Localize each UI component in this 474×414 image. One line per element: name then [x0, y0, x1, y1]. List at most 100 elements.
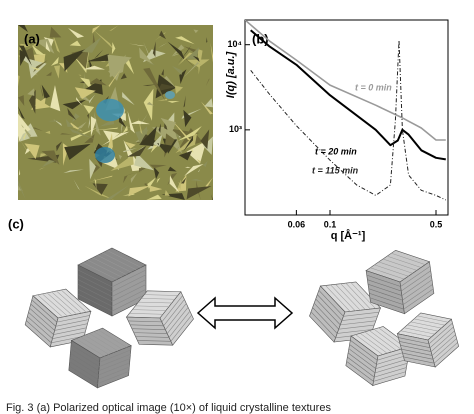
stripe [335, 284, 361, 311]
crystal [139, 126, 157, 147]
stripe [60, 289, 87, 313]
stripe [82, 262, 117, 280]
stripe [130, 324, 164, 327]
stripe [132, 309, 166, 311]
stripe [28, 312, 54, 335]
crystal [128, 185, 151, 197]
stripe [400, 345, 432, 352]
crystal [45, 71, 52, 76]
crystal [150, 145, 158, 153]
stripe [161, 295, 183, 323]
crystal [159, 30, 167, 40]
crystal [111, 42, 116, 55]
stripe [337, 329, 373, 334]
stripe [98, 329, 127, 348]
crystal [31, 45, 45, 56]
cube [68, 327, 132, 389]
stripe [53, 327, 87, 335]
stripe [310, 311, 336, 338]
stripe [144, 294, 178, 296]
stripe [429, 326, 454, 348]
stripe [360, 333, 388, 354]
crystal [18, 95, 25, 106]
stripe [133, 332, 168, 334]
stripe [111, 284, 147, 302]
crystal [127, 110, 136, 134]
crystal [86, 53, 111, 62]
stripe [170, 314, 192, 342]
stripe [131, 328, 166, 330]
crystal [78, 74, 82, 76]
crystal [67, 107, 77, 121]
plot-frame [244, 19, 449, 216]
crystal [168, 116, 191, 140]
stripe [135, 336, 170, 338]
stripe [69, 365, 98, 384]
stripe [98, 358, 131, 372]
stripe [26, 320, 52, 344]
crystal [179, 127, 203, 149]
crystal [92, 25, 101, 34]
crystal [124, 133, 128, 136]
stripe [70, 348, 100, 367]
crystal [205, 177, 213, 189]
crystal [94, 143, 97, 151]
stripe [42, 293, 68, 317]
stripe [87, 259, 122, 278]
crystal [143, 67, 166, 101]
stripe [313, 302, 339, 330]
crystal [175, 132, 198, 154]
crystal [109, 25, 119, 32]
crystal [186, 186, 212, 200]
crystal [93, 127, 119, 131]
series-line [245, 20, 446, 141]
crystal [93, 112, 101, 136]
crystal [92, 183, 108, 195]
crystal [123, 148, 137, 153]
stripe [387, 255, 422, 268]
crystal [127, 172, 142, 175]
crystal [30, 67, 41, 71]
crystal [184, 46, 198, 55]
crystal [90, 78, 107, 86]
crystal [161, 68, 164, 76]
stripe [77, 279, 113, 297]
crystal [180, 177, 187, 184]
crystal [18, 75, 20, 87]
stripe [373, 328, 402, 350]
stripe [98, 366, 130, 380]
crystal [45, 40, 51, 53]
crystal [144, 183, 148, 188]
crystal [183, 135, 194, 152]
crystal [84, 134, 95, 144]
stripe [111, 289, 147, 307]
stripe [346, 361, 374, 382]
crystal [120, 73, 127, 80]
crystal [184, 164, 204, 177]
crystal [41, 159, 56, 168]
series-label: t = 0 min [355, 82, 392, 92]
stripe [343, 311, 380, 317]
stripe [325, 285, 351, 312]
stripe [347, 356, 375, 378]
stripe [138, 301, 172, 304]
stripe [129, 313, 163, 315]
crystal [93, 29, 114, 50]
stripe [340, 320, 376, 326]
stripe [111, 293, 147, 312]
stripe [407, 324, 439, 332]
stripe [54, 323, 88, 331]
double-arrow [196, 296, 294, 330]
crystal [118, 115, 127, 128]
stripe [374, 363, 408, 374]
crystal [83, 65, 106, 70]
crystal [200, 129, 210, 150]
crystal [83, 104, 95, 114]
crystal [191, 148, 194, 153]
stripe [111, 279, 147, 297]
cube [125, 290, 194, 346]
crystal [72, 113, 80, 123]
crystal [50, 56, 59, 66]
stripe [341, 316, 378, 321]
